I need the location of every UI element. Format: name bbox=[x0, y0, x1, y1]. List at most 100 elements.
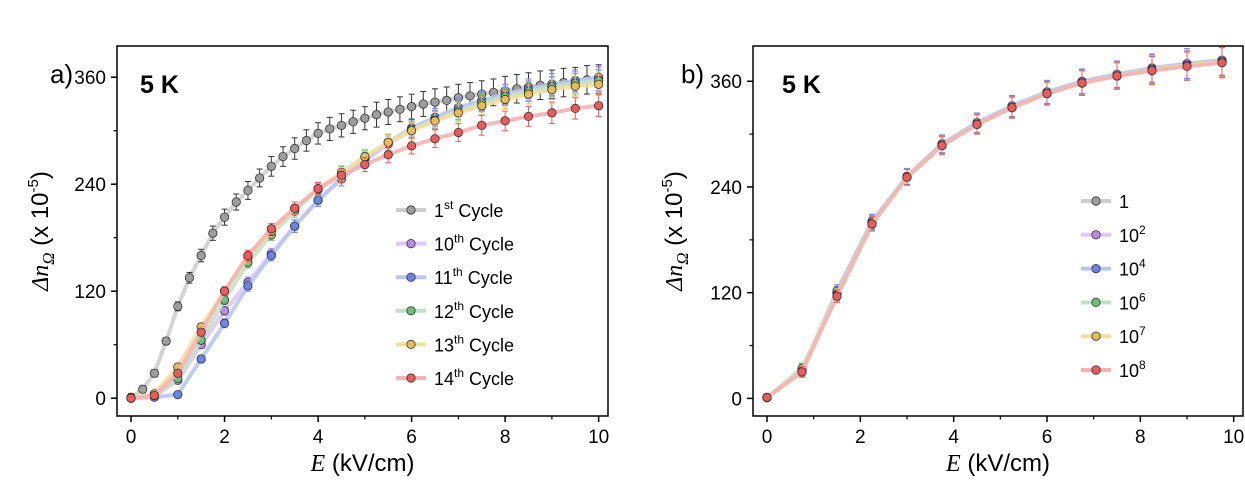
legend-marker bbox=[1091, 297, 1101, 307]
data-point bbox=[395, 104, 405, 114]
legend-marker bbox=[406, 339, 416, 349]
data-point bbox=[547, 85, 557, 95]
data-point bbox=[290, 221, 300, 231]
y-tick-label: 0 bbox=[95, 389, 106, 410]
data-point bbox=[196, 354, 206, 364]
legend-marker bbox=[406, 373, 416, 383]
data-point bbox=[430, 97, 440, 107]
data-point bbox=[937, 140, 947, 151]
data-point bbox=[418, 99, 428, 109]
data-point bbox=[126, 393, 136, 403]
series-3 bbox=[762, 46, 1227, 403]
x-tick-label: 8 bbox=[1135, 427, 1146, 448]
x-tick-label: 4 bbox=[313, 427, 324, 448]
legend-marker bbox=[406, 205, 416, 215]
legend-marker bbox=[406, 272, 416, 282]
data-point bbox=[500, 116, 510, 126]
series-0 bbox=[762, 46, 1227, 403]
series-line bbox=[765, 60, 1223, 400]
data-point bbox=[278, 151, 288, 162]
data-point bbox=[360, 113, 370, 123]
data-point bbox=[406, 126, 417, 136]
legend-marker bbox=[406, 306, 416, 316]
data-point bbox=[406, 102, 417, 112]
data-point bbox=[523, 89, 534, 99]
data-point bbox=[149, 368, 160, 378]
data-point bbox=[348, 117, 358, 127]
data-point bbox=[243, 281, 253, 291]
legend-label: 12th Cycle bbox=[434, 299, 514, 322]
legend-item-1: 102 bbox=[1081, 223, 1146, 246]
temperature-annotation: 5 K bbox=[782, 71, 821, 99]
data-point bbox=[138, 384, 148, 394]
data-point bbox=[1042, 88, 1052, 99]
x-tick-label: 0 bbox=[126, 427, 137, 448]
legend-label: 13th Cycle bbox=[434, 332, 514, 355]
legend-label: 10th Cycle bbox=[434, 232, 514, 255]
data-point bbox=[477, 101, 487, 111]
plot-area bbox=[126, 64, 604, 403]
legend-label: 11th Cycle bbox=[434, 265, 513, 288]
legend-label: 107 bbox=[1119, 324, 1146, 347]
data-point bbox=[219, 318, 230, 328]
panel-label: a) bbox=[50, 59, 73, 89]
data-point bbox=[161, 336, 171, 346]
data-point bbox=[383, 107, 393, 117]
data-point bbox=[313, 128, 323, 138]
y-tick-label: 120 bbox=[74, 282, 106, 303]
data-point bbox=[184, 273, 195, 283]
legend-label: 102 bbox=[1119, 223, 1146, 246]
data-point bbox=[266, 250, 276, 261]
data-point bbox=[867, 219, 877, 229]
data-point bbox=[360, 159, 370, 170]
data-point bbox=[453, 108, 463, 118]
legend-label: 106 bbox=[1119, 290, 1146, 313]
chart-panel-a: 0 2 4 6 8 10 0 120 240 360 E (kV/cm) ΔnΩ (x 10-5) a)… bbox=[25, 45, 609, 477]
data-point bbox=[1217, 58, 1227, 68]
x-axis-label: E (kV/cm) bbox=[310, 450, 415, 477]
data-point bbox=[383, 137, 393, 147]
data-point bbox=[173, 368, 183, 378]
legend-label: 1 bbox=[1119, 192, 1129, 212]
data-point bbox=[243, 250, 253, 261]
series-5 bbox=[126, 94, 604, 403]
y-tick-label: 240 bbox=[74, 175, 106, 196]
data-point bbox=[290, 143, 300, 154]
legend-item-2: 11th Cycle bbox=[396, 265, 513, 288]
data-point bbox=[371, 110, 382, 120]
data-point bbox=[453, 127, 463, 138]
data-point bbox=[313, 184, 323, 194]
legend: 1st Cycle 10th Cycle 11th Cycle 12th Cycle 1… bbox=[396, 198, 514, 389]
data-point bbox=[219, 286, 230, 296]
legend-marker bbox=[406, 239, 416, 249]
data-point bbox=[570, 103, 580, 114]
y-tick-label: 120 bbox=[710, 284, 742, 305]
data-point bbox=[406, 141, 417, 151]
data-point bbox=[208, 228, 218, 238]
data-point bbox=[465, 91, 475, 101]
series-2 bbox=[762, 46, 1227, 403]
data-point bbox=[1182, 61, 1192, 71]
data-point bbox=[266, 161, 276, 171]
y-tick-label: 240 bbox=[710, 178, 742, 199]
x-tick-label: 0 bbox=[762, 427, 773, 448]
legend-item-3: 12th Cycle bbox=[396, 299, 514, 322]
x-axis-label: E (kV/cm) bbox=[945, 450, 1050, 477]
data-point bbox=[547, 108, 557, 118]
data-point bbox=[336, 170, 347, 180]
series-1 bbox=[762, 46, 1227, 403]
series-line bbox=[130, 82, 599, 401]
data-point bbox=[797, 367, 807, 377]
x-tick-label: 2 bbox=[855, 427, 866, 448]
legend-label: 14th Cycle bbox=[434, 366, 514, 389]
data-point bbox=[173, 301, 183, 311]
chart-panel-b: 0 2 4 6 8 10 0 120 240 360 E (kV/cm) ΔnΩ (x 10-5) b)… bbox=[659, 45, 1244, 477]
legend-label: 104 bbox=[1119, 257, 1146, 280]
axes-frame bbox=[116, 45, 609, 417]
data-point bbox=[290, 203, 300, 213]
data-point bbox=[430, 134, 440, 144]
panel-label: b) bbox=[681, 59, 704, 89]
legend: 1 102 104 106 107 108 bbox=[1081, 192, 1146, 381]
series-5 bbox=[762, 47, 1227, 403]
